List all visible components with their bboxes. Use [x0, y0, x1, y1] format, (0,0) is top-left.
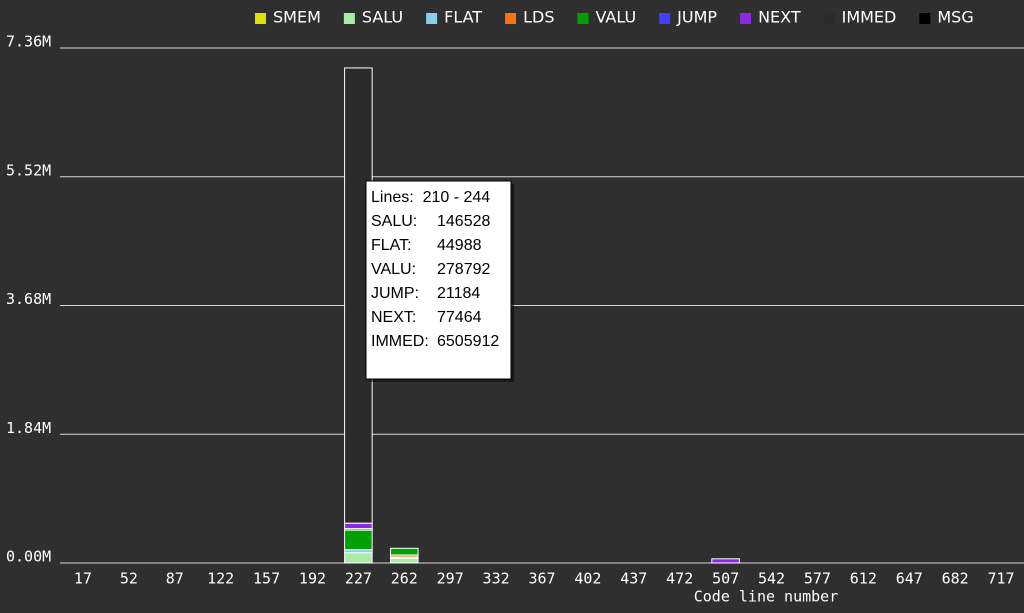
x-tick-label: 507: [712, 570, 739, 588]
x-tick-label: 542: [758, 570, 785, 588]
legend-label: SALU: [362, 8, 403, 27]
x-tick-label: 192: [299, 570, 326, 588]
tooltip-label: FLAT:: [371, 237, 412, 254]
x-tick-label: 297: [437, 570, 464, 588]
tooltip-label: SALU:: [371, 213, 417, 230]
y-tick-label: 7.36M: [6, 33, 51, 51]
bar-segment: [711, 558, 740, 564]
x-tick-label: 87: [166, 570, 184, 588]
legend-swatch: [426, 13, 438, 24]
x-tick-label: 402: [574, 570, 601, 588]
x-tick-label: 717: [988, 570, 1015, 588]
legend-label: NEXT: [758, 8, 801, 27]
x-tick-label: 367: [528, 570, 555, 588]
tooltip-value: 77464: [437, 309, 482, 326]
tooltip-value: 278792: [437, 261, 490, 278]
legend-swatch: [505, 13, 517, 24]
x-tick-label: 577: [804, 570, 831, 588]
tooltip-label: IMMED:: [371, 333, 429, 350]
x-tick-label: 647: [896, 570, 923, 588]
tooltip-label: JUMP:: [371, 285, 419, 302]
y-tick-label: 5.52M: [6, 161, 51, 179]
tooltip-value: 146528: [437, 213, 490, 230]
y-tick-label: 0.00M: [6, 548, 51, 566]
legend-swatch: [343, 13, 355, 24]
bar-segment: [344, 522, 373, 530]
legend-label: MSG: [937, 8, 973, 27]
legend-swatch: [255, 13, 266, 24]
legend-label: JUMP: [676, 8, 717, 27]
x-tick-label: 682: [942, 570, 969, 588]
x-tick-label: 332: [483, 570, 510, 588]
x-tick-label: 262: [391, 570, 418, 588]
tooltip-value: 21184: [437, 285, 480, 302]
legend-label: SMEM: [273, 8, 321, 27]
x-tick-label: 122: [207, 570, 234, 588]
bar-segment: [344, 552, 373, 564]
x-tick-label: 227: [345, 570, 372, 588]
legend-label: IMMED: [842, 8, 897, 27]
tooltip-title: Lines: 210 - 244: [371, 189, 490, 206]
x-tick-label: 17: [74, 570, 92, 588]
y-tick-label: 1.84M: [6, 419, 51, 437]
x-tick-label: 52: [120, 570, 138, 588]
legend-label: VALU: [595, 8, 636, 27]
legend-swatch: [577, 13, 589, 24]
tooltip-value: 6505912: [437, 333, 499, 350]
tooltip-label: VALU:: [371, 261, 416, 278]
tooltip-box: [365, 180, 512, 380]
tooltip-label: NEXT:: [371, 309, 416, 326]
tooltip-value: 44988: [437, 237, 482, 254]
x-tick-label: 612: [850, 570, 877, 588]
x-tick-label: 157: [253, 570, 280, 588]
y-tick-label: 3.68M: [6, 290, 51, 308]
legend-swatch: [740, 13, 752, 24]
legend-label: FLAT: [444, 8, 482, 27]
legend-swatch: [919, 13, 931, 24]
tooltip: Lines: 210 - 244 SALU: 146528 FLAT: 44988 VAL…: [365, 180, 514, 382]
x-tick-label: 472: [666, 570, 693, 588]
x-tick-label: 437: [620, 570, 647, 588]
x-axis-label: Code line number: [694, 588, 839, 606]
bar-segment: [390, 547, 419, 556]
bar-segment: [390, 557, 419, 564]
bar-segment: [344, 529, 373, 551]
legend-label: LDS: [523, 8, 554, 27]
legend-swatch: [823, 13, 835, 24]
legend-swatch: [659, 13, 671, 24]
